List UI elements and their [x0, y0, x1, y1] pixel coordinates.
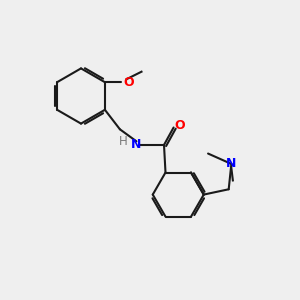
Text: O: O [123, 76, 134, 89]
Text: H: H [118, 135, 127, 148]
Text: N: N [226, 158, 236, 170]
Text: N: N [131, 138, 142, 152]
Text: O: O [174, 119, 185, 132]
